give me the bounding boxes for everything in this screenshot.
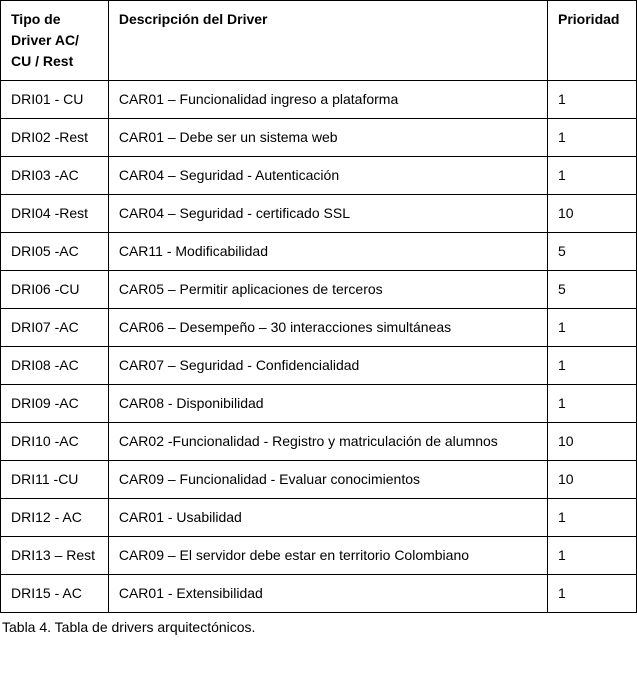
cell-prioridad: 1	[548, 575, 637, 613]
cell-prioridad: 1	[548, 499, 637, 537]
cell-tipo: DRI06 -CU	[1, 271, 109, 309]
cell-tipo: DRI03 -AC	[1, 157, 109, 195]
cell-tipo: DRI05 -AC	[1, 233, 109, 271]
cell-prioridad: 1	[548, 385, 637, 423]
cell-descripcion: CAR08 - Disponibilidad	[108, 385, 547, 423]
cell-descripcion: CAR01 – Funcionalidad ingreso a platafor…	[108, 81, 547, 119]
cell-descripcion: CAR01 - Extensibilidad	[108, 575, 547, 613]
cell-tipo: DRI13 – Rest	[1, 537, 109, 575]
cell-prioridad: 10	[548, 195, 637, 233]
cell-prioridad: 1	[548, 81, 637, 119]
cell-tipo: DRI09 -AC	[1, 385, 109, 423]
cell-descripcion: CAR05 – Permitir aplicaciones de tercero…	[108, 271, 547, 309]
cell-descripcion: CAR09 – El servidor debe estar en territ…	[108, 537, 547, 575]
table-row: DRI11 -CUCAR09 – Funcionalidad - Evaluar…	[1, 461, 637, 499]
cell-prioridad: 10	[548, 461, 637, 499]
cell-descripcion: CAR02 -Funcionalidad - Registro y matric…	[108, 423, 547, 461]
cell-prioridad: 5	[548, 233, 637, 271]
cell-prioridad: 1	[548, 157, 637, 195]
header-tipo: Tipo de Driver AC/ CU / Rest	[1, 1, 109, 81]
header-descripcion: Descripción del Driver	[108, 1, 547, 81]
table-row: DRI06 -CUCAR05 – Permitir aplicaciones d…	[1, 271, 637, 309]
cell-prioridad: 1	[548, 347, 637, 385]
cell-prioridad: 1	[548, 119, 637, 157]
cell-descripcion: CAR04 – Seguridad - certificado SSL	[108, 195, 547, 233]
cell-prioridad: 5	[548, 271, 637, 309]
cell-tipo: DRI04 -Rest	[1, 195, 109, 233]
cell-prioridad: 1	[548, 537, 637, 575]
table-row: DRI09 -ACCAR08 - Disponibilidad1	[1, 385, 637, 423]
table-row: DRI08 -ACCAR07 – Seguridad - Confidencia…	[1, 347, 637, 385]
table-row: DRI10 -ACCAR02 -Funcionalidad - Registro…	[1, 423, 637, 461]
table-row: DRI04 -RestCAR04 – Seguridad - certifica…	[1, 195, 637, 233]
cell-tipo: DRI15 - AC	[1, 575, 109, 613]
table-header-row: Tipo de Driver AC/ CU / Rest Descripción…	[1, 1, 637, 81]
table-row: DRI02 -RestCAR01 – Debe ser un sistema w…	[1, 119, 637, 157]
header-prioridad: Prioridad	[548, 1, 637, 81]
cell-descripcion: CAR01 - Usabilidad	[108, 499, 547, 537]
cell-prioridad: 1	[548, 309, 637, 347]
drivers-table: Tipo de Driver AC/ CU / Rest Descripción…	[0, 0, 637, 613]
table-row: DRI07 -ACCAR06 – Desempeño – 30 interacc…	[1, 309, 637, 347]
table-row: DRI13 – RestCAR09 – El servidor debe est…	[1, 537, 637, 575]
cell-descripcion: CAR01 – Debe ser un sistema web	[108, 119, 547, 157]
cell-tipo: DRI12 - AC	[1, 499, 109, 537]
cell-descripcion: CAR09 – Funcionalidad - Evaluar conocimi…	[108, 461, 547, 499]
cell-tipo: DRI02 -Rest	[1, 119, 109, 157]
table-row: DRI12 - ACCAR01 - Usabilidad1	[1, 499, 637, 537]
table-caption: Tabla 4. Tabla de drivers arquitectónico…	[0, 613, 637, 635]
table-body: DRI01 - CUCAR01 – Funcionalidad ingreso …	[1, 81, 637, 613]
cell-prioridad: 10	[548, 423, 637, 461]
table-row: DRI05 -ACCAR11 - Modificabilidad5	[1, 233, 637, 271]
cell-tipo: DRI11 -CU	[1, 461, 109, 499]
cell-tipo: DRI07 -AC	[1, 309, 109, 347]
table-row: DRI03 -ACCAR04 – Seguridad - Autenticaci…	[1, 157, 637, 195]
cell-descripcion: CAR07 – Seguridad - Confidencialidad	[108, 347, 547, 385]
cell-tipo: DRI08 -AC	[1, 347, 109, 385]
table-row: DRI15 - ACCAR01 - Extensibilidad1	[1, 575, 637, 613]
cell-descripcion: CAR11 - Modificabilidad	[108, 233, 547, 271]
cell-descripcion: CAR06 – Desempeño – 30 interacciones sim…	[108, 309, 547, 347]
cell-descripcion: CAR04 – Seguridad - Autenticación	[108, 157, 547, 195]
cell-tipo: DRI10 -AC	[1, 423, 109, 461]
cell-tipo: DRI01 - CU	[1, 81, 109, 119]
table-row: DRI01 - CUCAR01 – Funcionalidad ingreso …	[1, 81, 637, 119]
